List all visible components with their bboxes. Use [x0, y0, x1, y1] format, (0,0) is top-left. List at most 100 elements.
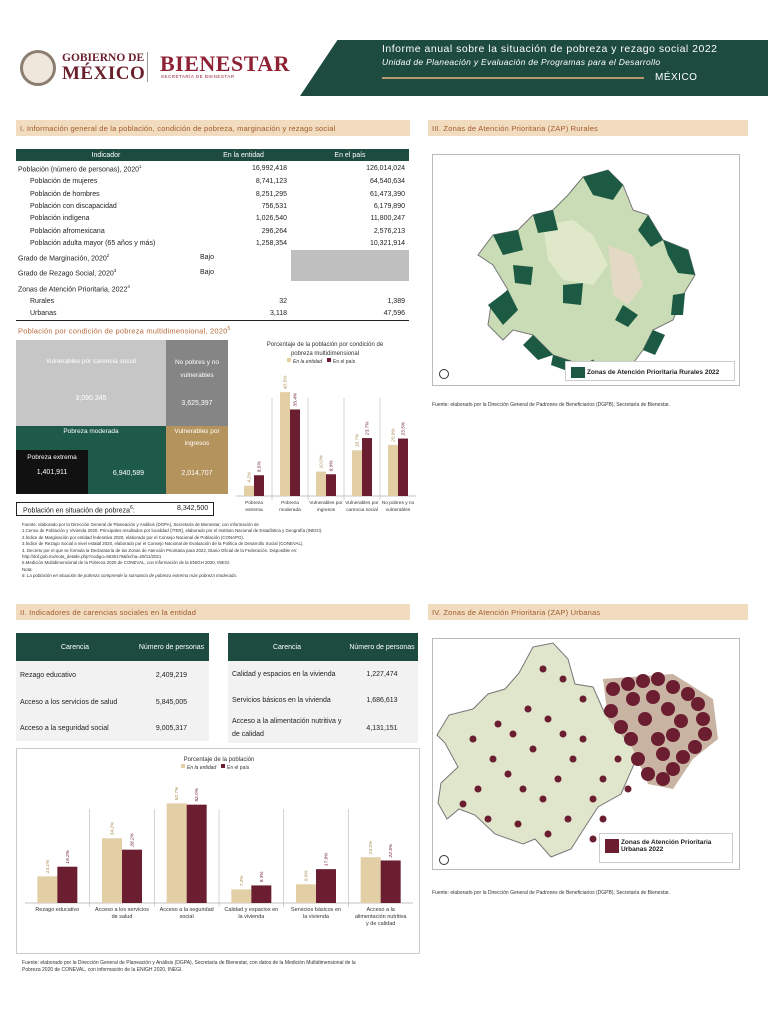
urban-legend-swatch	[605, 839, 619, 853]
pais-value: 11,800,247	[370, 215, 405, 223]
footnote-line: 4. Decreto por el que se formula la Decl…	[22, 547, 298, 553]
urban-zap-marker	[646, 690, 660, 704]
data-label: 7.2%	[239, 875, 245, 887]
total-pobreza-label: Población en situación de pobreza	[23, 507, 131, 515]
rural-legend-label: Zonas de Atención Prioritaria Rurales 20…	[586, 369, 720, 376]
data-label: 10.0%	[319, 454, 325, 468]
category-label: Vulnerables por	[345, 500, 379, 506]
no-pobres-label: No pobres y no vulnerables	[174, 359, 220, 379]
footnote-line: 2.Índice de Marginación por entidad fede…	[22, 534, 245, 540]
bar	[290, 409, 300, 496]
chart-title: Porcentaje de la población	[184, 757, 255, 763]
carencia-value: 5,845,005	[134, 689, 209, 715]
data-label: 20.9%	[391, 428, 397, 443]
indicator-label: Urbanas	[30, 310, 57, 318]
bar	[37, 876, 58, 903]
urban-zap-marker	[631, 752, 645, 766]
bar	[362, 438, 372, 496]
entidad-value: 3,118	[270, 310, 287, 318]
bar	[166, 803, 187, 903]
urban-zap-marker	[651, 732, 665, 746]
category-label: Acceso a los servicios	[95, 907, 149, 913]
section-header-general: I. Información general de la población, …	[16, 120, 410, 136]
data-label: 9.3%	[259, 871, 265, 883]
rural-legend-swatch	[571, 367, 585, 378]
map-zap-rurales: Zonas de Atención Prioritaria Rurales 20…	[432, 154, 740, 386]
urban-zap-marker	[554, 775, 562, 783]
data-label: 23.5%	[401, 421, 407, 436]
carencia-label: Acceso a la seguridad social	[16, 715, 134, 741]
urban-zap-marker	[698, 727, 712, 741]
chart-title: Porcentaje de la población por condición…	[267, 342, 384, 348]
report-title: Informe anual sobre la situación de pobr…	[382, 43, 718, 55]
compass-icon	[439, 369, 449, 379]
footnote-line: Nota:	[22, 566, 33, 572]
urban-zap-marker	[666, 762, 680, 776]
data-label: 9.9%	[304, 870, 310, 882]
data-label: 52.7%	[174, 786, 180, 800]
legend-label: En el país	[227, 765, 250, 771]
category-label: social	[180, 914, 194, 920]
carencia-label: Acceso a la alimentación nutritiva y de …	[228, 713, 346, 743]
urban-zap-marker	[681, 687, 695, 701]
carencia-header: Carencia	[228, 633, 346, 661]
carencia-label: Servicios básicos en la vivienda	[228, 687, 346, 713]
vulnerables-ingresos-label: Vulnerables por ingresos	[174, 428, 220, 447]
indicator-label: Zonas de Atención Prioritaria, 20224	[18, 283, 130, 294]
bar	[254, 475, 264, 496]
urban-zap-marker	[688, 740, 702, 754]
section-header-carencias: II. Indicadores de carencias sociales en…	[16, 604, 410, 620]
urban-zap-marker	[624, 785, 632, 793]
urban-zap-marker	[626, 692, 640, 706]
carencia-value: 2,409,219	[134, 661, 209, 689]
bar	[326, 474, 336, 496]
table-row: Población con discapacidad 756,531 6,179,8…	[16, 201, 409, 213]
urban-zap-marker	[474, 785, 482, 793]
legend-label: En el país	[333, 359, 356, 365]
data-label: 14.1%	[45, 859, 51, 873]
data-label: 35.4%	[293, 392, 299, 406]
urban-zap-marker	[599, 815, 607, 823]
vulnerables-carencia-label: Vulnerables por carencia social	[45, 358, 137, 365]
bar	[122, 849, 142, 903]
table-row: Acceso a los servicios de salud 5,845,005	[16, 689, 209, 715]
urban-zap-marker	[539, 795, 547, 803]
bar	[280, 392, 290, 496]
pais-value	[291, 250, 409, 266]
general-info-table: Indicador En la entidad En el país Pobla…	[16, 149, 409, 321]
data-label: 8.9%	[329, 460, 335, 472]
data-label: 52.0%	[194, 787, 200, 801]
table-row: Acceso a la seguridad social 9,005,317	[16, 715, 209, 741]
entidad-value: 296,264	[261, 227, 287, 235]
urban-zap-marker	[656, 747, 670, 761]
data-label: 34.2%	[110, 821, 116, 835]
urban-zap-marker	[674, 714, 688, 728]
urban-zap-marker	[559, 675, 567, 683]
pais-value: 47,596	[383, 310, 405, 318]
coat-of-arms-seal	[20, 50, 56, 86]
category-label: moderada	[279, 507, 301, 513]
bar	[316, 869, 336, 903]
legend-swatch	[181, 764, 185, 768]
urban-zap-marker	[606, 682, 620, 696]
urban-zap-marker	[509, 730, 517, 738]
urban-zap-marker	[691, 697, 705, 711]
col-header-indicador: Indicador	[16, 149, 196, 161]
bar	[360, 857, 381, 903]
bar	[398, 438, 408, 496]
bar	[231, 889, 252, 903]
bar	[380, 860, 401, 903]
indicator-label: Grado de Rezago Social, 20203	[18, 268, 117, 278]
pobreza-moderada-value: 6,940,589	[112, 470, 145, 477]
pobreza-extrema-label: Pobreza extrema	[27, 454, 77, 461]
table-row: Rezago educativo 2,409,219	[16, 661, 209, 689]
urban-zap-marker	[599, 775, 607, 783]
urban-zap-marker	[559, 730, 567, 738]
urban-zap-marker	[614, 720, 628, 734]
urban-zap-marker	[614, 755, 622, 763]
table-row: Calidad y espacios en la vivienda 1,227,4…	[228, 661, 418, 687]
table-row: Grado de Marginación, 20202 Bajo	[16, 250, 409, 266]
table-row: Grado de Rezago Social, 20203 Bajo	[16, 265, 409, 281]
table-row: Rurales 32 1,389	[16, 296, 409, 308]
pais-value: 61,473,390	[369, 190, 405, 198]
